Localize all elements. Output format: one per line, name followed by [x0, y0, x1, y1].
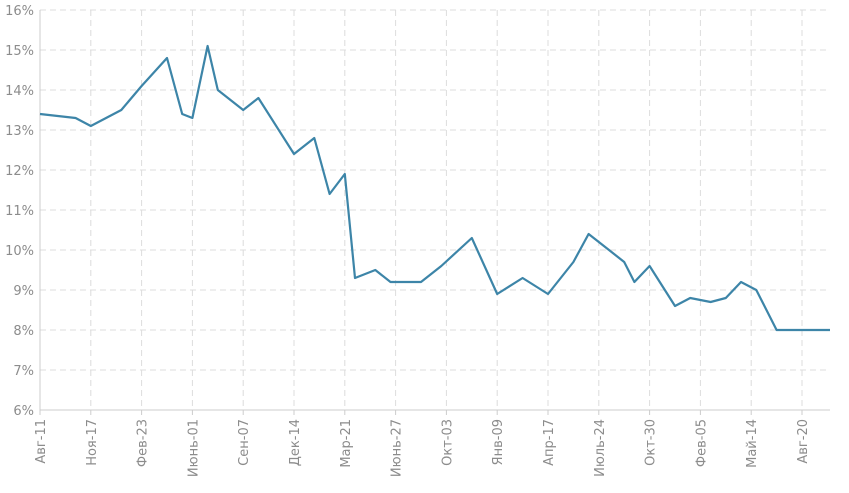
y-tick-label: 15% — [5, 44, 34, 59]
y-tick-label: 16% — [5, 4, 34, 19]
y-tick-label: 6% — [13, 404, 34, 419]
x-tick-label: Авг-11 — [34, 419, 49, 464]
x-tick-label: Июнь-27 — [390, 419, 405, 477]
x-axis: Авг-11 Ноя-17 Фев-23 Июнь-01 Сен-07 Дек-14 Мар… — [34, 409, 830, 477]
x-tick-label: Фев-05 — [694, 419, 709, 467]
y-tick-label: 8% — [13, 324, 34, 339]
x-tick-label: Фев-23 — [136, 419, 151, 467]
y-tick-label: 9% — [13, 284, 34, 299]
y-tick-label: 14% — [5, 84, 34, 99]
series-group — [39, 44, 830, 332]
y-tick-label: 13% — [5, 124, 34, 139]
x-tick-label: Дек-14 — [288, 419, 303, 466]
y-axis: 6% 7% 8% 9% 10% 11% 12% 13% 14% 15% 16% — [5, 4, 41, 419]
y-tick-label: 10% — [5, 244, 34, 259]
x-tick-label: Апр-17 — [542, 419, 557, 466]
y-tick-label: 11% — [5, 204, 34, 219]
x-tick-label: Окт-03 — [440, 419, 455, 466]
x-tick-label: Мар-21 — [339, 419, 354, 468]
y-tick-label: 12% — [5, 164, 34, 179]
grid — [39, 9, 830, 411]
x-tick-label: Окт-30 — [644, 419, 659, 466]
x-tick-label: Авг-20 — [796, 419, 811, 464]
series-line — [39, 44, 830, 332]
x-tick-label: Июнь-01 — [186, 419, 201, 477]
x-tick-label: Янв-09 — [491, 419, 506, 465]
x-tick-label: Ноя-17 — [85, 419, 100, 466]
y-tick-label: 7% — [13, 364, 34, 379]
x-tick-label: Май-14 — [745, 419, 760, 468]
x-tick-label: Сен-07 — [237, 419, 252, 466]
x-tick-label: Июль-24 — [593, 419, 608, 477]
